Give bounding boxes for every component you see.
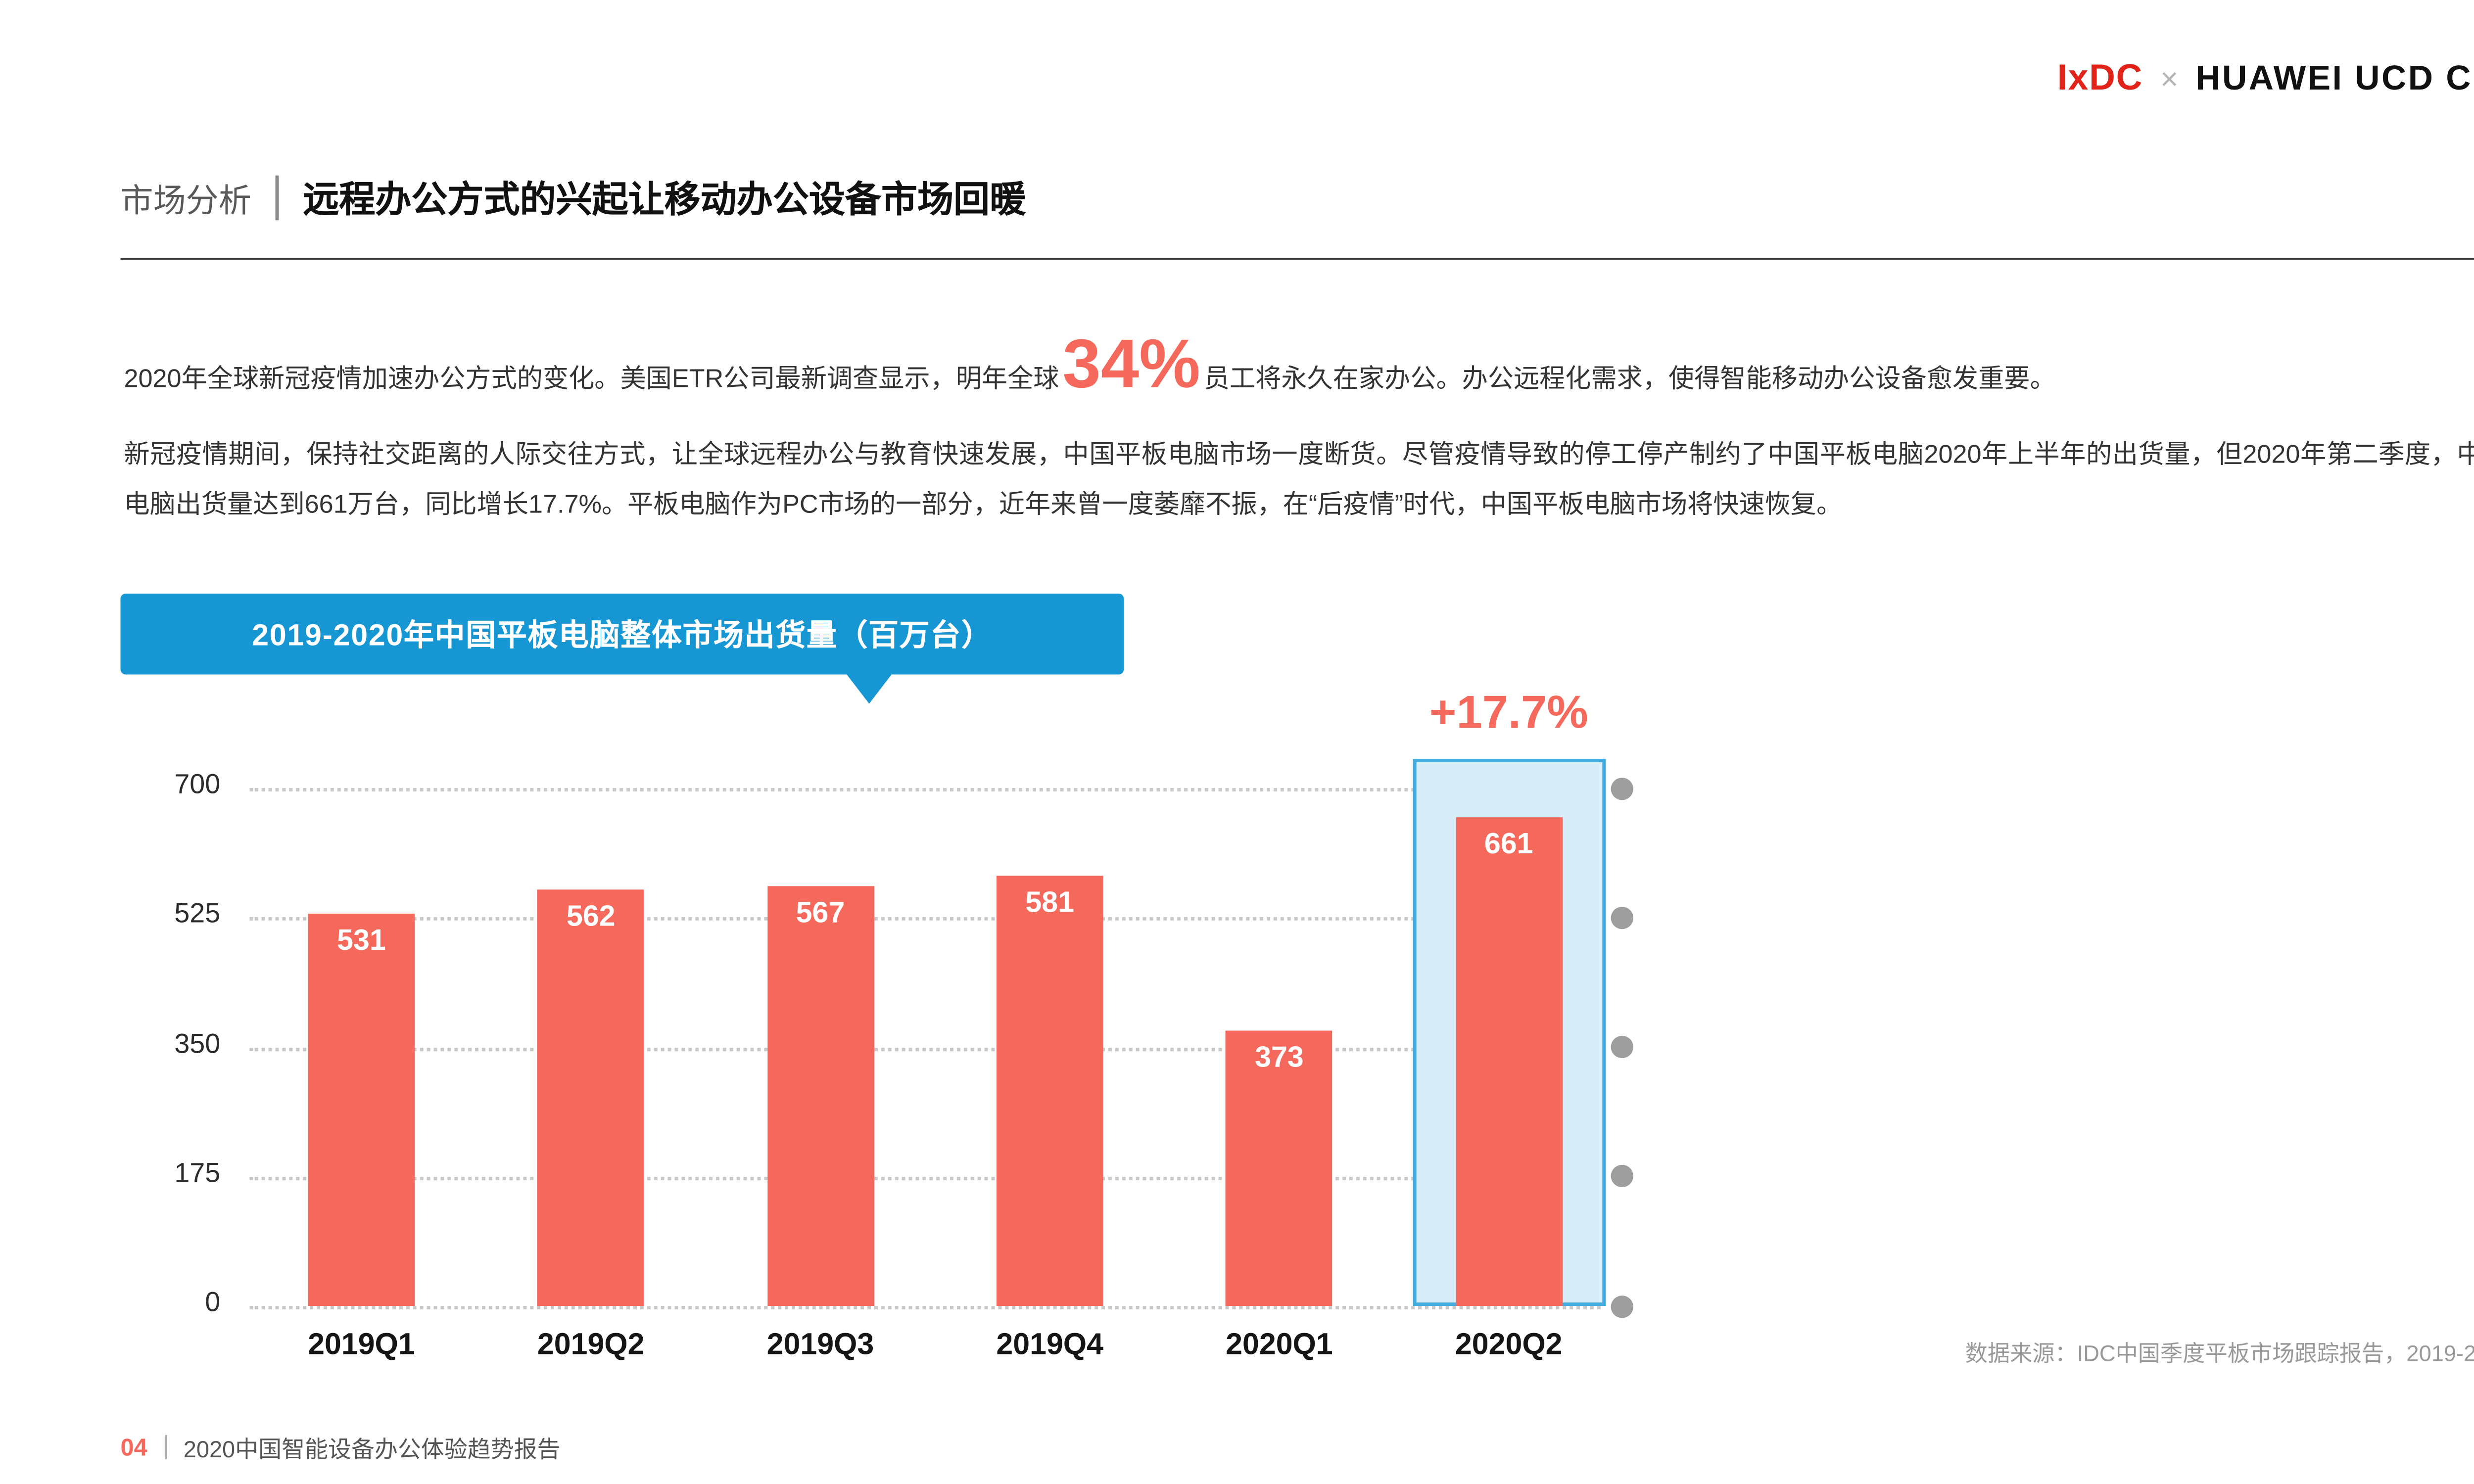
x-axis-label: 2019Q2 xyxy=(537,1326,645,1361)
header-divider xyxy=(275,175,279,221)
gridline-end-dot xyxy=(1611,906,1633,929)
section-label: 市场分析 xyxy=(120,183,251,220)
brand-logo: IxDC × HUAWEI UCD CENTER xyxy=(2057,58,2474,99)
y-axis-tick-label: 700 xyxy=(174,771,221,800)
x-axis-label: 2020Q1 xyxy=(1226,1326,1333,1361)
intro-paragraph: 2020年全球新冠疫情加速办公方式的变化。美国ETR公司最新调查显示，明年全球 … xyxy=(124,330,2055,399)
bar-value-label: 661 xyxy=(1484,827,1533,860)
y-axis-tick-label: 350 xyxy=(174,1029,221,1059)
bar-2020Q2: 661 xyxy=(1455,817,1563,1306)
footer-report-title: 2020中国智能设备办公体验趋势报告 xyxy=(183,1437,561,1463)
stat-34-percent: 34% xyxy=(1062,326,1200,403)
source-note: 数据来源：IDC中国季度平板市场跟踪报告，2019-2020 xyxy=(1965,1340,2474,1366)
gridline-end-dot xyxy=(1611,1165,1633,1188)
gridline-y525 xyxy=(249,917,1601,921)
chart-title-label: 2019-2020年中国平板电脑整体市场出货量（百万台） xyxy=(252,617,993,652)
header-rule xyxy=(120,258,2474,260)
ixdc-logo: IxDC xyxy=(2057,58,2143,98)
cross-icon: × xyxy=(2160,61,2179,96)
body-paragraph: 新冠疫情期间，保持社交距离的人际交往方式，让全球远程办公与教育快速发展，中国平板… xyxy=(124,440,2474,520)
x-axis-label: 2019Q3 xyxy=(766,1326,874,1361)
x-axis-label: 2020Q2 xyxy=(1455,1326,1563,1361)
bar-value-label: 531 xyxy=(337,923,386,956)
intro-text-after: 员工将永久在家办公。办公远程化需求，使得智能移动办公设备愈发重要。 xyxy=(1203,365,2056,394)
bar-2019Q4: 581 xyxy=(996,876,1103,1306)
y-axis-tick-label: 175 xyxy=(174,1159,221,1189)
gridline-end-dot xyxy=(1611,1035,1633,1059)
y-axis-tick-label: 0 xyxy=(205,1289,221,1318)
bar-2019Q2: 562 xyxy=(537,890,645,1306)
x-axis-label: 2019Q4 xyxy=(996,1326,1104,1361)
bar-value-label: 373 xyxy=(1255,1040,1304,1073)
huawei-ucd-logo: HUAWEI UCD CENTER xyxy=(2195,59,2474,97)
gridline-y350 xyxy=(249,1047,1601,1051)
gridline-end-dot xyxy=(1611,777,1633,799)
bar-value-label: 562 xyxy=(566,900,616,933)
x-axis-label: 2019Q1 xyxy=(308,1326,415,1361)
banner-pointer-icon xyxy=(847,674,892,704)
bar-value-label: 567 xyxy=(796,896,845,929)
bar-value-label: 581 xyxy=(1025,886,1075,919)
gridline-y700 xyxy=(249,788,1601,792)
bar-chart: 0 175 350 525 700 +17.7% 531 2019Q1 562 2019Q2 567… xyxy=(120,687,1841,1402)
gridline-y0 xyxy=(249,1306,1601,1309)
page-header: 市场分析 远程办公方式的兴起让移动办公设备市场回暖 xyxy=(120,172,1026,224)
y-axis-tick-label: 525 xyxy=(174,900,221,930)
page-title: 远程办公方式的兴起让移动办公设备市场回暖 xyxy=(303,181,1026,221)
gridline-y175 xyxy=(249,1176,1601,1180)
bar-2020Q1: 373 xyxy=(1226,1030,1333,1306)
gridline-end-dot xyxy=(1611,1295,1633,1317)
intro-text-before: 2020年全球新冠疫情加速办公方式的变化。美国ETR公司最新调查显示，明年全球 xyxy=(124,365,1059,394)
bar-2019Q1: 531 xyxy=(308,913,415,1306)
page-footer: 04 2020中国智能设备办公体验趋势报告 xyxy=(120,1430,560,1464)
growth-annotation: +17.7% xyxy=(1429,686,1588,739)
page-number: 04 xyxy=(120,1433,147,1461)
bar-2019Q3: 567 xyxy=(767,886,874,1306)
chart-title-banner: 2019-2020年中国平板电脑整体市场出货量（百万台） xyxy=(120,594,1124,675)
footer-divider xyxy=(164,1435,166,1459)
